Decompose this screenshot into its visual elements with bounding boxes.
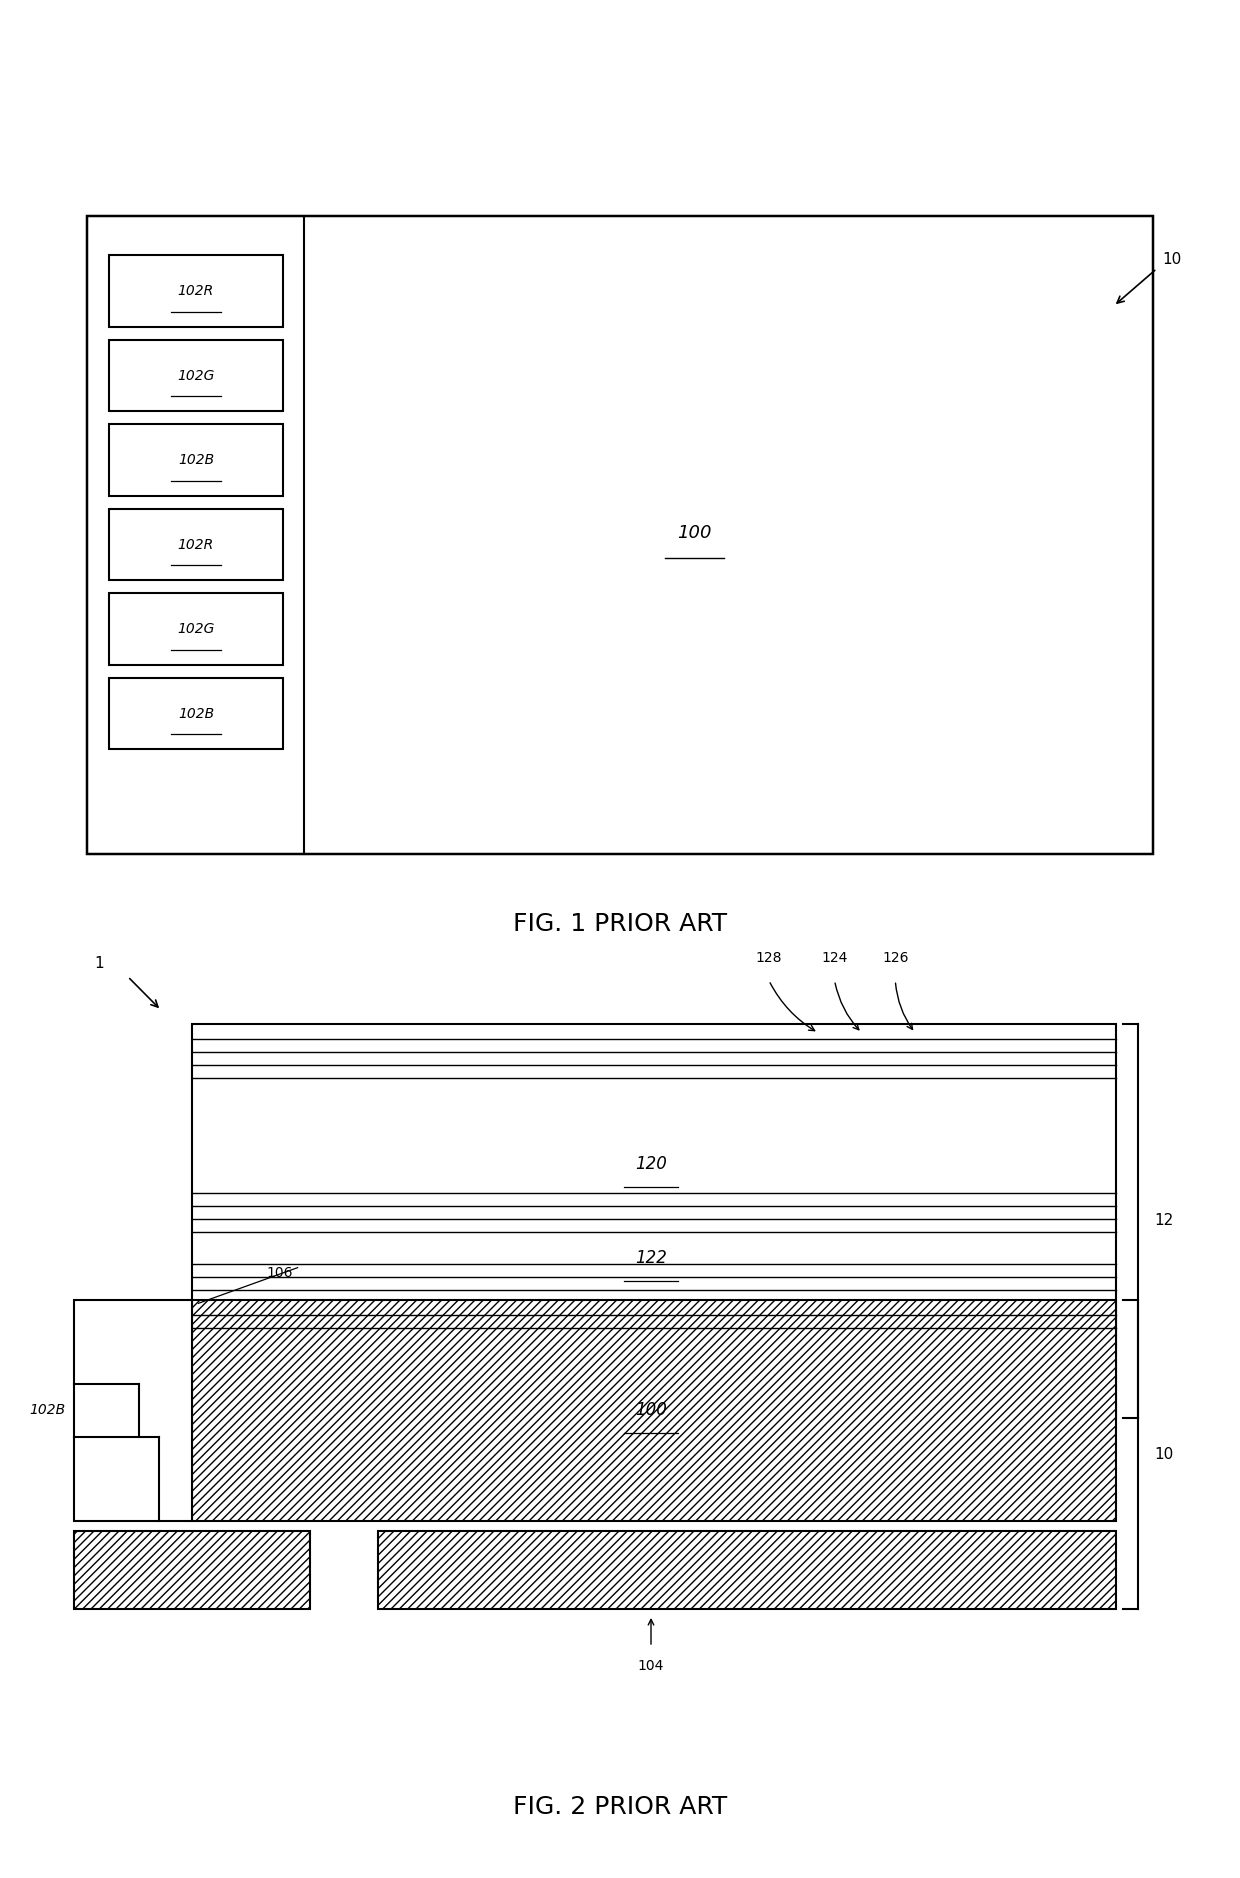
Text: 102R: 102R <box>177 284 215 299</box>
Text: 102G: 102G <box>177 622 215 637</box>
Text: 12: 12 <box>1154 1213 1174 1228</box>
Text: 102B: 102B <box>177 706 215 721</box>
Text: 128: 128 <box>755 950 782 965</box>
Text: 120: 120 <box>635 1155 667 1174</box>
Text: FIG. 1 PRIOR ART: FIG. 1 PRIOR ART <box>513 913 727 935</box>
Text: 100: 100 <box>677 524 712 543</box>
Text: 1: 1 <box>94 956 104 971</box>
Text: 10: 10 <box>1162 252 1182 267</box>
Bar <box>192 1300 1116 1521</box>
Text: 10: 10 <box>1154 1448 1174 1461</box>
Text: 102R: 102R <box>177 537 215 552</box>
Bar <box>74 1531 310 1609</box>
Text: 102G: 102G <box>177 368 215 383</box>
Text: 126: 126 <box>882 950 909 965</box>
Bar <box>109 340 283 411</box>
Text: 100: 100 <box>635 1401 667 1420</box>
Text: 124: 124 <box>821 950 848 965</box>
Text: 122: 122 <box>635 1249 667 1268</box>
Bar <box>192 1024 1116 1418</box>
Bar <box>74 1300 192 1521</box>
Text: 106: 106 <box>267 1266 293 1281</box>
Bar <box>109 509 283 580</box>
Bar <box>378 1531 1116 1609</box>
Bar <box>109 593 283 665</box>
Bar <box>109 678 283 749</box>
Text: 102B: 102B <box>29 1403 66 1418</box>
Text: 104: 104 <box>637 1658 665 1673</box>
Text: FIG. 2 PRIOR ART: FIG. 2 PRIOR ART <box>513 1795 727 1818</box>
Bar <box>87 216 1153 854</box>
Bar <box>109 255 283 327</box>
Bar <box>109 424 283 496</box>
Text: 102B: 102B <box>177 453 215 468</box>
